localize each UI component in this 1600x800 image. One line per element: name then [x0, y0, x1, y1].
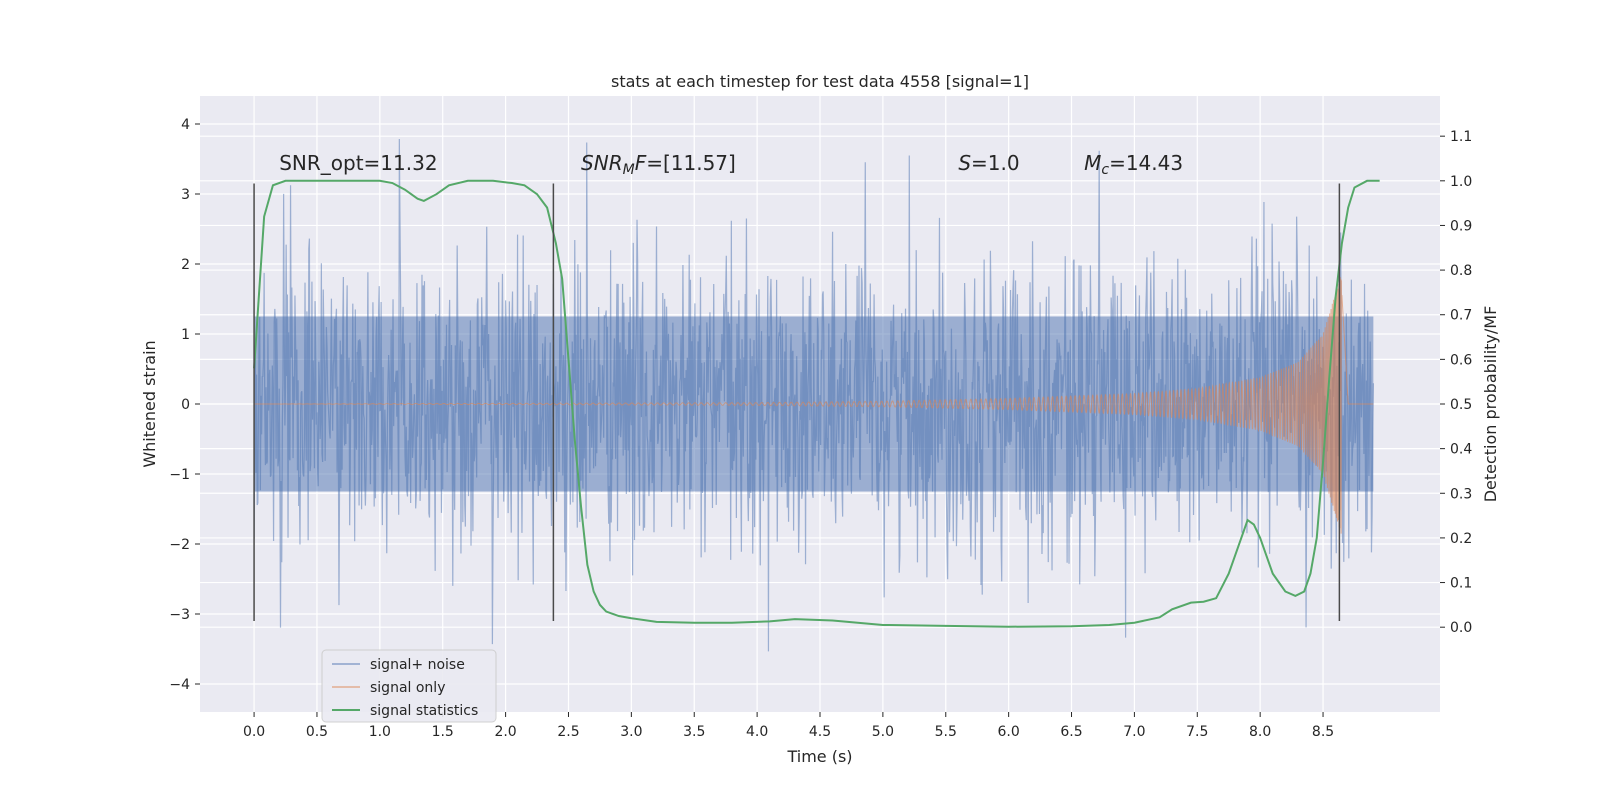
x-tick-label: 0.5: [306, 724, 328, 740]
x-tick-label: 1.0: [369, 724, 391, 740]
y2-tick-label: 0.0: [1450, 620, 1472, 636]
legend: signal+ noise signal only signal statistic…: [321, 649, 497, 723]
x-tick-label: 8.5: [1312, 724, 1334, 740]
annotation-part: M: [623, 162, 635, 178]
y-tick-label: −2: [169, 537, 190, 553]
annotation-part: =[11.57]: [646, 151, 736, 175]
y2-tick-label: 0.2: [1450, 531, 1472, 547]
x-tick-label: 1.5: [432, 724, 454, 740]
y-tick-label: 2: [181, 257, 190, 273]
annotations: SNR_opt=11.32 SNRMF=[11.57] S=1.0 Mc=14.43: [279, 151, 1183, 178]
annotation-0: SNR_opt=11.32: [279, 151, 437, 175]
annotation-part: M: [1084, 151, 1101, 175]
series-signal-plus-noise: [253, 138, 1374, 652]
annotation-3: Mc=14.43: [1084, 151, 1183, 178]
x-tick-label: 6.5: [1060, 724, 1082, 740]
annotation-part: =1.0: [971, 151, 1020, 175]
y-tick-label: 3: [181, 187, 190, 203]
x-tick-label: 7.5: [1186, 724, 1208, 740]
y-tick-label: 0: [181, 397, 190, 413]
x-tick-label: 6.0: [998, 724, 1020, 740]
legend-entry: signal only: [370, 680, 445, 696]
y-tick-label: −1: [169, 467, 190, 483]
legend-entry: signal statistics: [370, 703, 478, 719]
y2-axis-label: Detection probability/MF: [1481, 306, 1500, 503]
y2-tick-label: 0.6: [1450, 352, 1472, 368]
legend-box: [321, 649, 497, 723]
annotation-1: SNRMF=[11.57]: [581, 151, 736, 178]
annotation-part: SNR_opt=11.32: [279, 151, 437, 175]
y-axis-label: Whitened strain: [140, 340, 159, 467]
series-layer: [253, 138, 1380, 652]
series-signal-statistics: [253, 179, 1380, 628]
x-tick-label: 7.0: [1123, 724, 1145, 740]
x-tick-label: 5.5: [935, 724, 957, 740]
y2-tick-label: 0.4: [1450, 442, 1472, 458]
annotation-part: F: [635, 151, 647, 175]
x-tick-label: 5.0: [872, 724, 894, 740]
y2-tick-label: 1.1: [1450, 129, 1472, 145]
y2-tick-label: 0.8: [1450, 263, 1472, 279]
y2-tick-label: 0.3: [1450, 486, 1472, 502]
x-tick-label: 3.5: [683, 724, 705, 740]
y-tick-label: −4: [169, 677, 190, 693]
y2-tick-label: 0.7: [1450, 308, 1472, 324]
x-axis-label: Time (s): [786, 747, 852, 766]
annotation-part: c: [1101, 162, 1109, 178]
ticks: 0.0 0.5 1.0 1.5 2.0 2.5 3.0 3.5 4.0 4.5 5.0 5.5 6.0 6…: [169, 117, 1472, 740]
y2-tick-label: 0.1: [1450, 576, 1472, 592]
y2-tick-label: 1.0: [1450, 174, 1472, 190]
y-tick-label: 1: [181, 327, 190, 343]
y-tick-label: −3: [169, 607, 190, 623]
x-tick-label: 4.5: [809, 724, 831, 740]
y-tick-label: 4: [181, 117, 190, 133]
series-signal-only: [254, 277, 1374, 534]
annotation-part: SNR: [581, 151, 623, 175]
legend-entry: signal+ noise: [370, 657, 465, 673]
x-tick-label: 4.0: [746, 724, 768, 740]
annotation-part: =14.43: [1109, 151, 1183, 175]
x-tick-label: 2.5: [557, 724, 579, 740]
x-tick-label: 2.0: [494, 724, 516, 740]
x-tick-label: 3.0: [620, 724, 642, 740]
y2-tick-label: 0.9: [1450, 218, 1472, 234]
x-tick-label: 8.0: [1249, 724, 1271, 740]
annotation-2: S=1.0: [958, 151, 1019, 175]
y2-tick-label: 0.5: [1450, 397, 1472, 413]
chart-title: stats at each timestep for test data 455…: [611, 72, 1029, 91]
x-tick-label: 0.0: [243, 724, 265, 740]
annotation-part: S: [958, 151, 971, 175]
vertical-markers: [253, 183, 1341, 621]
